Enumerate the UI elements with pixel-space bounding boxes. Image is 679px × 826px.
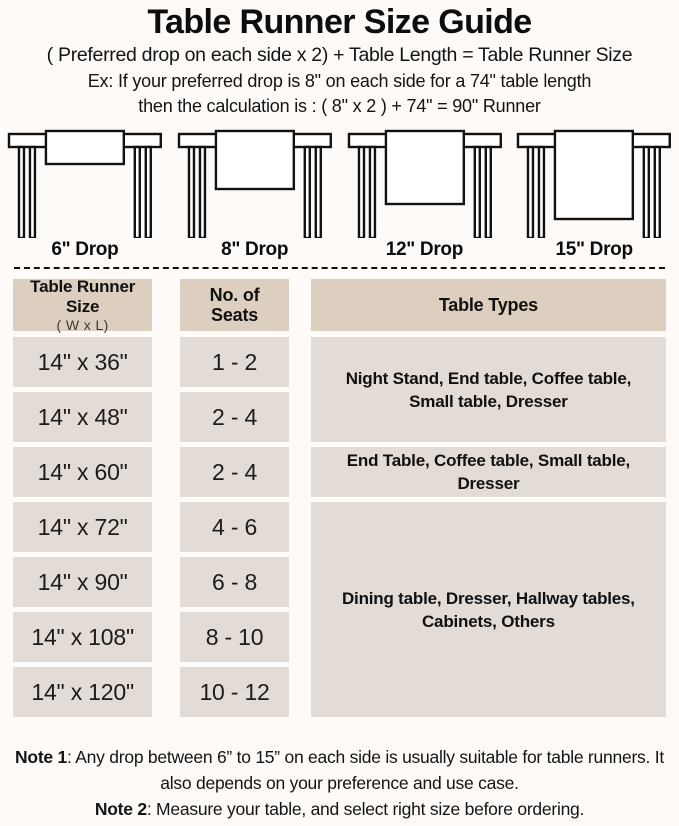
table-cell-size: 14" x 72" [13, 502, 153, 552]
table-cell-seats: 4 - 6 [180, 502, 289, 552]
size-table: Table Runner Size ( W x L) 14" x 36" 14"… [0, 276, 679, 722]
example-line-1: Ex: If your preferred drop is 8" on each… [87, 71, 592, 91]
section-divider [14, 267, 665, 269]
note-2: Note 2: Measure your table, and select r… [8, 796, 671, 822]
table-cell-size: 14" x 36" [13, 337, 153, 387]
table-cell-seats: 8 - 10 [180, 612, 289, 662]
table-cell-size: 14" x 90" [13, 557, 153, 607]
table-cell-size: 14" x 120" [13, 667, 153, 717]
note-2-label: Note 2 [94, 799, 147, 819]
table-cell-types: Night Stand, End table, Coffee table, Sm… [310, 337, 666, 442]
column-header-title: Table Types [438, 295, 538, 315]
column-header-seats: No. of Seats [180, 279, 289, 331]
column-header-title: No. of Seats [209, 285, 260, 325]
drop-diagram-8in [170, 126, 340, 238]
header-block: Table Runner Size Guide ( Preferred drop… [0, 0, 679, 119]
drop-label-8in: 8" Drop [221, 239, 289, 260]
note-1-label: Note 1 [15, 747, 67, 767]
page-title: Table Runner Size Guide [147, 3, 532, 41]
table-cell-seats: 1 - 2 [180, 337, 289, 387]
table-cell-seats: 6 - 8 [180, 557, 289, 607]
column-seats: No. of Seats 1 - 2 2 - 4 2 - 4 4 - 6 6 -… [180, 279, 289, 722]
drop-diagram-12in [340, 126, 510, 238]
table-with-runner-icon [177, 129, 332, 238]
table-cell-seats: 2 - 4 [180, 392, 289, 442]
table-cell-seats: 2 - 4 [180, 447, 289, 497]
column-header-subtitle: ( W x L) [56, 316, 109, 333]
column-table-types: Table Types Night Stand, End table, Coff… [310, 279, 666, 722]
table-cell-seats: 10 - 12 [180, 667, 289, 717]
drop-label-12in: 12" Drop [385, 239, 464, 260]
drop-diagram-15in [509, 126, 679, 238]
table-cell-size: 14" x 48" [13, 392, 153, 442]
example-line-2: then the calculation is : ( 8" x 2 ) + 7… [138, 96, 541, 116]
table-cell-types: Dining table, Dresser, Hallway tables, C… [310, 502, 666, 717]
drop-label-15in: 15" Drop [555, 239, 633, 260]
table-with-runner-icon [7, 129, 162, 238]
table-with-runner-icon [347, 129, 502, 238]
drop-diagram-row [0, 126, 679, 238]
drop-label-6in: 6" Drop [51, 239, 119, 260]
note-2-text: : Measure your table, and select right s… [146, 799, 585, 819]
table-cell-size: 14" x 60" [13, 447, 153, 497]
note-1: Note 1: Any drop between 6” to 15” on ea… [8, 744, 671, 796]
formula-line: ( Preferred drop on each side x 2) + Tab… [46, 44, 633, 66]
table-cell-size: 14" x 108" [13, 612, 153, 662]
column-header-table-types: Table Types [310, 279, 666, 331]
table-cell-types: End Table, Coffee table, Small table, Dr… [310, 447, 666, 497]
drop-diagram-6in [0, 126, 170, 238]
column-header-title: Table Runner Size [30, 276, 136, 316]
table-with-runner-icon [517, 129, 672, 238]
drop-label-row: 6" Drop 8" Drop 12" Drop 15" Drop [0, 239, 679, 261]
column-header-runner-size: Table Runner Size ( W x L) [13, 276, 153, 333]
column-runner-size: Table Runner Size ( W x L) 14" x 36" 14"… [13, 276, 153, 722]
note-1-text: : Any drop between 6” to 15” on each sid… [67, 747, 664, 793]
notes-block: Note 1: Any drop between 6” to 15” on ea… [0, 744, 679, 822]
